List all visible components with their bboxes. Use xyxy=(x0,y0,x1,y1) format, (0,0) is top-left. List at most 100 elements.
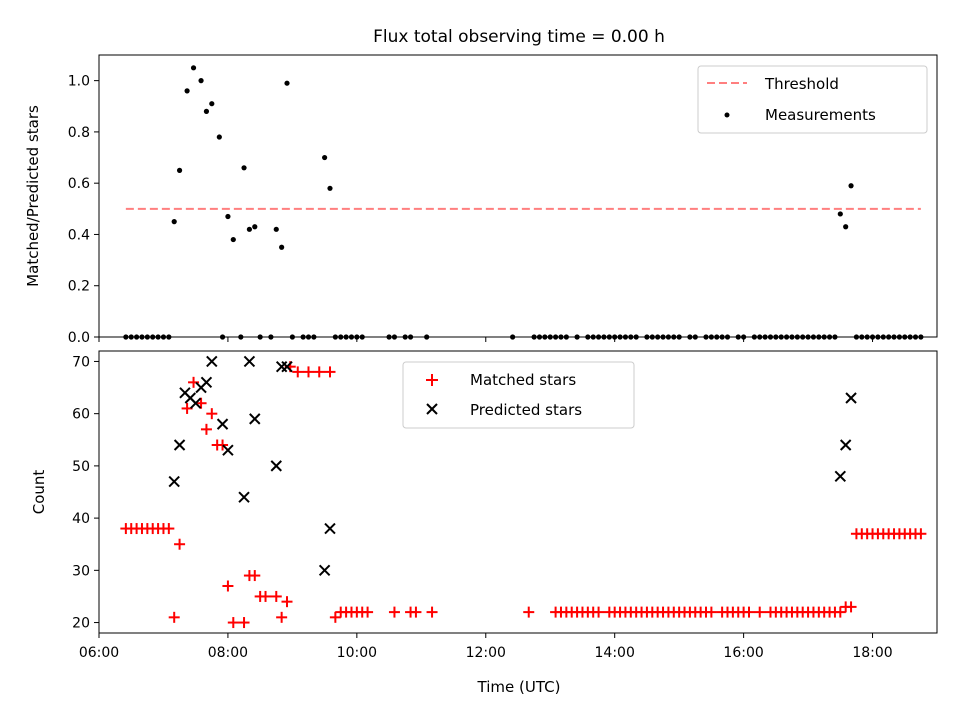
matched-star-point xyxy=(834,606,846,618)
bottom-x-tick-label: 18:00 xyxy=(852,645,892,661)
chart-title: Flux total observing time = 0.00 h xyxy=(373,27,665,47)
predicted-star-point xyxy=(318,564,331,577)
matched-star-point xyxy=(260,590,272,602)
measurement-point xyxy=(203,108,210,114)
predicted-stars-points xyxy=(168,355,857,577)
bottom-axes-frame xyxy=(98,350,938,634)
matched-star-point xyxy=(593,606,605,618)
matched-star-point xyxy=(249,570,261,582)
bottom-y-tick-label: 70 xyxy=(72,354,90,370)
predicted-star-point xyxy=(189,397,202,409)
matched-star-point xyxy=(754,606,766,618)
legend-matched-swatch xyxy=(426,374,438,386)
bottom-legend: Matched stars Predicted stars xyxy=(402,361,635,429)
bottom-y-tick-label: 60 xyxy=(72,407,90,423)
matched-star-point xyxy=(217,439,229,451)
measurement-point xyxy=(279,244,285,250)
predicted-star-point xyxy=(222,444,234,456)
legend-matched-label: Matched stars xyxy=(470,371,576,389)
matched-star-point xyxy=(188,376,200,388)
measurement-point xyxy=(246,226,253,232)
top-y-tick-label: 0.6 xyxy=(68,176,90,192)
measurement-point xyxy=(190,65,197,71)
predicted-star-point xyxy=(238,491,250,503)
matched-star-point xyxy=(227,617,239,629)
matched-star-point xyxy=(388,606,400,618)
legend-predicted-swatch xyxy=(426,403,438,415)
matched-star-point xyxy=(362,606,374,618)
measurement-point xyxy=(843,224,849,230)
predicted-star-point xyxy=(249,413,261,425)
top-ticks: 0.0 0.2 0.4 0.6 0.8 1.0 xyxy=(68,74,874,346)
matched-star-point xyxy=(163,523,175,535)
measurement-point xyxy=(241,165,247,171)
matched-star-point xyxy=(238,617,250,629)
predicted-star-point xyxy=(324,522,336,535)
predicted-star-point xyxy=(206,355,218,368)
matched-star-point xyxy=(174,538,186,550)
matched-star-point xyxy=(222,580,234,592)
matched-star-point xyxy=(915,528,927,540)
matched-star-point xyxy=(292,366,304,378)
bottom-x-tick-label: 08:00 xyxy=(208,645,248,661)
measurement-point xyxy=(322,154,328,161)
top-legend: Threshold Measurements xyxy=(697,65,928,134)
matched-star-point xyxy=(410,606,422,618)
legend-predicted-label: Predicted stars xyxy=(470,401,582,419)
bottom-x-tick-label: 06:00 xyxy=(79,645,119,661)
measurement-point xyxy=(284,80,290,86)
bottom-y-tick-label: 40 xyxy=(72,511,90,527)
matched-star-point xyxy=(324,366,336,378)
matched-stars-points xyxy=(120,361,927,629)
bottom-ticks: 20 30 40 50 60 70 06:00 08:00 10:00 12:00 14:00 16:… xyxy=(72,354,893,661)
measurement-point xyxy=(171,219,177,225)
matched-star-point xyxy=(181,402,193,414)
legend-measurements-swatch xyxy=(724,112,730,118)
bottom-y-tick-label: 50 xyxy=(72,459,90,475)
matched-star-point xyxy=(313,366,325,378)
measurement-point xyxy=(198,78,204,84)
legend-measurements-label: Measurements xyxy=(765,106,876,124)
top-y-tick-label: 0.8 xyxy=(68,125,90,141)
matched-star-point xyxy=(845,601,857,613)
top-y-tick-label: 1.0 xyxy=(68,74,90,90)
bottom-y-tick-label: 20 xyxy=(72,616,90,632)
predicted-star-point xyxy=(281,360,293,373)
matched-star-point xyxy=(303,366,314,378)
predicted-star-point xyxy=(200,376,213,389)
top-y-axis-label: Matched/Predicted stars xyxy=(24,105,42,287)
bottom-x-tick-label: 10:00 xyxy=(337,645,377,661)
bottom-panel: 20 30 40 50 60 70 06:00 08:00 10:00 12:00 14:00 16:… xyxy=(30,350,938,696)
matched-star-point xyxy=(168,611,180,623)
matched-star-point xyxy=(523,606,535,618)
bottom-y-axis-label: Count xyxy=(30,470,48,515)
bottom-x-tick-label: 14:00 xyxy=(595,645,635,661)
top-y-tick-label: 0.2 xyxy=(68,279,90,295)
measurement-point xyxy=(216,134,222,140)
measurement-point xyxy=(225,213,231,220)
top-y-tick-label: 0.4 xyxy=(68,227,90,243)
predicted-star-point xyxy=(168,475,180,488)
matched-star-point xyxy=(281,596,293,608)
matched-star-point xyxy=(195,397,207,409)
matched-star-point xyxy=(206,408,218,420)
measurement-point xyxy=(837,211,843,217)
predicted-star-point xyxy=(845,392,857,404)
measurement-point xyxy=(176,167,183,173)
measurement-point xyxy=(184,88,190,94)
measurement-point xyxy=(327,185,333,191)
predicted-star-point xyxy=(216,418,229,430)
predicted-star-point xyxy=(173,439,186,451)
measurement-point xyxy=(230,236,236,243)
top-panel: 0.0 0.2 0.4 0.6 0.8 1.0 Matched/Predicted sta… xyxy=(24,54,938,346)
predicted-star-point xyxy=(243,355,256,368)
predicted-star-point xyxy=(839,439,852,451)
top-y-tick-label: 0.0 xyxy=(68,330,90,346)
top-axes-frame xyxy=(98,54,938,338)
bottom-x-tick-label: 16:00 xyxy=(723,645,763,661)
matched-star-point xyxy=(270,590,282,602)
matched-star-point xyxy=(200,423,212,435)
bottom-x-axis-label: Time (UTC) xyxy=(477,678,561,696)
matched-star-point xyxy=(329,611,341,623)
